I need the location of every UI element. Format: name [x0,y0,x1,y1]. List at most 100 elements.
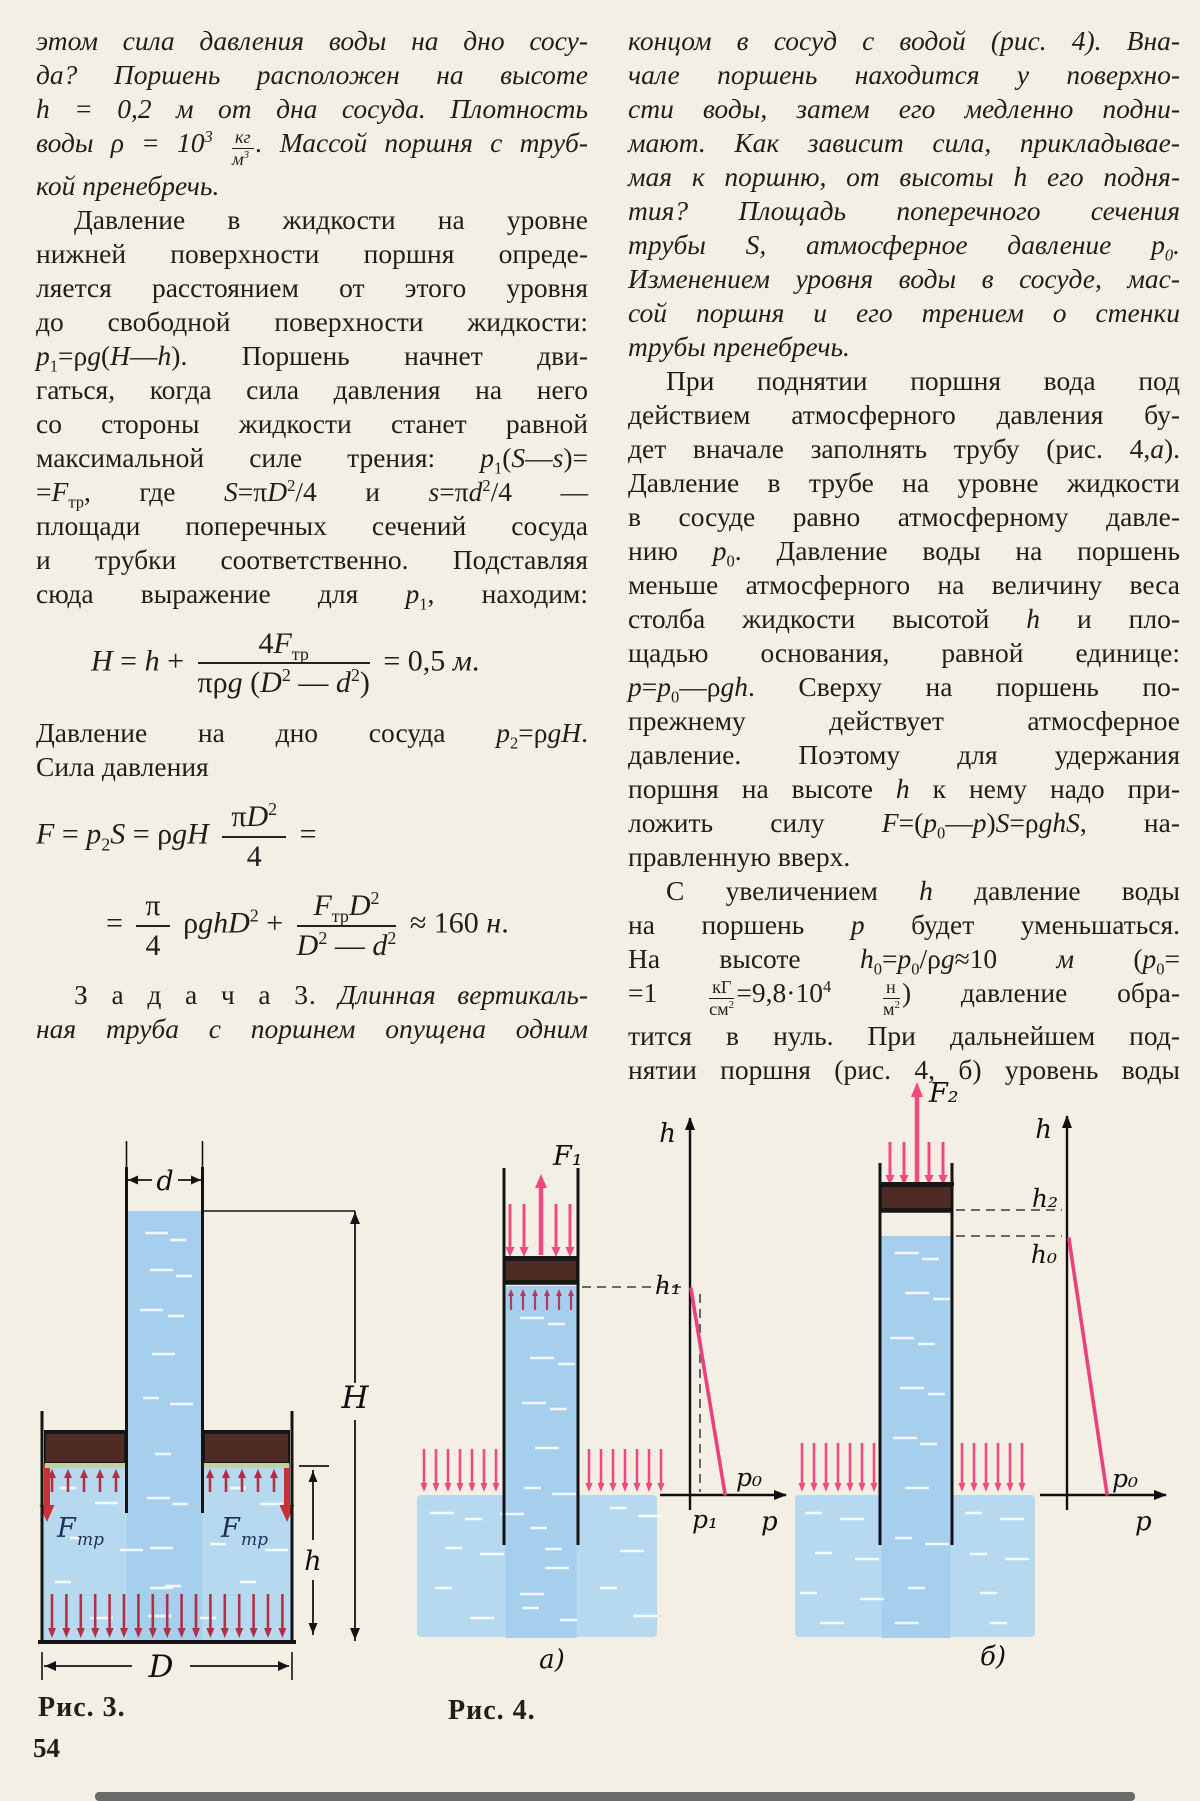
label-friction-force-sub: тр [241,1530,268,1550]
text-line: мая к поршню, от высоты h его подня- [628,161,1180,192]
text-line: p=p0—ρgh. Сверху на поршень по- [628,671,1180,707]
arrow-head [938,1175,948,1185]
arrow-head [105,1628,114,1638]
text-line: максимальной силе трения: p1(S—s)= [36,441,588,478]
fig4b-vacuum-gap [881,1213,951,1236]
text-line: =1 кГ см2 =9,8·104 н м2) давление обра- [628,976,1181,1019]
text-line: гаться, когда сила давления на него [36,373,588,405]
figure-3: d H h D F тр F тр [38,1141,369,1685]
arrow-head [206,1628,215,1638]
arrow-head [420,1483,428,1492]
label-friction-force: F [220,1513,241,1544]
graph-a-axis-p-label: p [761,1507,778,1537]
text-line: меньше атмосферного на величину веса [628,569,1180,600]
arrow-head [278,1628,287,1638]
arrow-head [80,1469,88,1478]
arrow-head [192,1628,200,1638]
text-line: сюда выражение для p1, находим: [36,577,588,614]
text-line: =Fтр, где S=πD2/4 и s=πd2/4 — [36,475,589,512]
fraction: кГ см2 [709,976,735,1019]
text-line: Давление на дно сосуда p2=ρgH. [36,716,588,753]
text-line: прежнему действует атмосферное [628,705,1180,736]
arrow-head [222,1469,230,1478]
arrow-head [62,1628,71,1638]
text-line: тия? Площадь поперечного сечения [628,195,1180,226]
figures-illustration: d H h D F тр F тр F₁ [38,1078,1167,1685]
arrow-head [76,1628,85,1638]
arrow-head [568,1289,574,1296]
figure-3-caption: Рис. 3. [38,1692,126,1723]
arrow-head [885,1175,895,1185]
fraction: кг м3 [232,127,254,169]
text-line: мают. Как зависит сила, прикладывае- [628,127,1180,158]
graph-a-axis-h-label: h [659,1119,676,1149]
label-D: D [148,1649,174,1685]
arrow-head [96,1469,104,1478]
text-line: h = 0,2 м от дна сосуда. Плотность [36,93,588,124]
text-line: чале поршень находится у поверхно- [628,59,1180,90]
arrow-head [492,1483,500,1492]
arrow-head [238,1469,246,1478]
arrow-head [958,1483,966,1492]
text-line: действием атмосферного давления бу- [628,399,1180,430]
arrow-head [532,1289,538,1296]
text-line: давление. Поэтому для удержания [628,739,1180,770]
text-line: С увеличением h давление воды [666,875,1180,906]
fraction: н м2 [883,976,900,1019]
text-line: трубы пренебречь. [628,331,850,362]
arrow-head [220,1628,229,1638]
paragraph: З а д а ч а 3. Длинная вертикаль-ная тру… [36,978,588,1046]
fig4a-piston [504,1259,578,1282]
graph-b-axis-h-label: h [1035,1115,1052,1145]
arrow-head [798,1483,806,1492]
text-line: ложить силу F=(p0—p)S=ρghS, на- [628,807,1180,843]
arrow-head [556,1289,562,1296]
arrow-head [645,1483,653,1492]
page-number: 54 [33,1733,60,1763]
arrow-head [535,1174,547,1188]
arrow-head [177,1628,186,1638]
arrow-head [551,1247,561,1257]
paragraph: Давление в жидкости на уровне нижней пове… [36,203,589,614]
arrow-head [432,1483,440,1492]
arrow-head [134,1628,143,1638]
arrow-head [657,1483,665,1492]
label-H: H [340,1380,369,1416]
label-F1: F₁ [552,1141,583,1172]
arrow-head [870,1483,878,1492]
paragraph: этом сила давления воды на дно сосу-да? … [36,24,588,203]
text-line: со стороны жидкости станет равной [36,407,588,439]
fig4b-piston [880,1185,953,1210]
text-line: площади поперечных сечений сосуда [36,509,588,541]
arrow-head [254,1469,262,1478]
graph-b-pressure-line [1067,1237,1109,1496]
paragraph: концом в сосуд с водой (рис. 4). Вна-чал… [628,24,1180,364]
arrow-head [120,1628,128,1638]
text-line: концом в сосуд с водой (рис. 4). Вна- [628,25,1180,56]
graph-a-p1-label: p₁ [692,1505,718,1534]
graph-b-h2-label: h₂ [1032,1184,1058,1213]
text-line: нию p0. Давление воды на поршень [628,535,1180,571]
arrow-head [994,1483,1002,1492]
text-line: нятии поршня (рис. 4, б) уровень воды [628,1053,1180,1085]
arrow-head [249,1628,258,1638]
label-friction-force-sub: тр [77,1530,104,1550]
text-line: ная труба с поршнем опущена одним [36,1013,588,1045]
arrow-head [609,1483,617,1492]
text-line: щадью основания, равной единице: [628,637,1180,668]
fraction: πD2 4 [222,800,287,873]
arrow-head [810,1483,818,1492]
display-formula: H = h + 4Fтр πρg (D2 — d2) = 0,5 м. [91,626,480,700]
arrow-head [565,1247,575,1257]
fig3-piston-seal [45,1463,125,1468]
text-line: тится в нуль. При дальнейшем под- [628,1019,1180,1051]
arrow-head [982,1483,990,1492]
text-column-right: концом в сосуд с водой (рис. 4). Вна-чал… [628,24,1180,1087]
fig4b-sublabel: б) [980,1642,1006,1672]
text-line: на поршень p будет уменьшаться. [628,909,1181,940]
text-line: Давление в жидкости на уровне [74,203,588,235]
arrow-head [1006,1483,1014,1492]
graph-b-axis-p-label: p [1135,1507,1152,1537]
arrow-head [822,1483,830,1492]
